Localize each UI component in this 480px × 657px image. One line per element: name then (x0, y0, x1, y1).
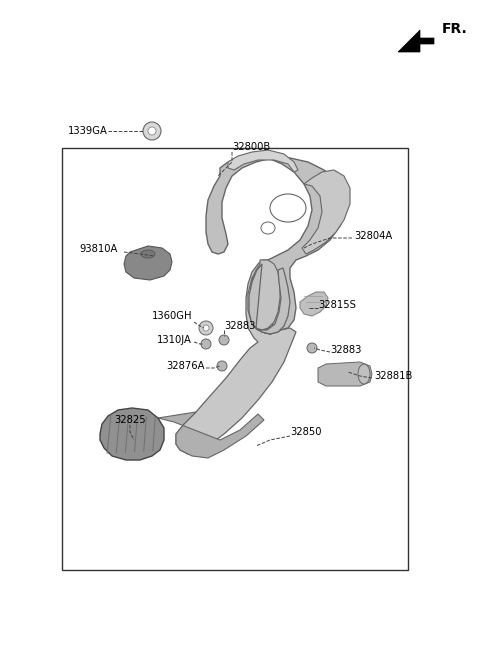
Text: 1360GH: 1360GH (152, 311, 192, 321)
Circle shape (307, 343, 317, 353)
Text: 93810A: 93810A (80, 244, 118, 254)
Circle shape (219, 335, 229, 345)
Polygon shape (300, 292, 328, 316)
Text: 1310JA: 1310JA (157, 335, 192, 345)
Text: 1339GA: 1339GA (68, 126, 108, 136)
Circle shape (199, 321, 213, 335)
Ellipse shape (261, 222, 275, 234)
Polygon shape (228, 150, 298, 172)
Polygon shape (100, 408, 164, 460)
Polygon shape (176, 260, 296, 454)
Polygon shape (398, 30, 434, 52)
Polygon shape (124, 246, 172, 280)
Polygon shape (302, 170, 350, 254)
Text: 32881B: 32881B (374, 371, 412, 381)
Polygon shape (249, 264, 290, 334)
Circle shape (148, 127, 156, 135)
Text: FR.: FR. (442, 22, 468, 36)
Circle shape (203, 325, 209, 331)
Text: 32883: 32883 (330, 345, 361, 355)
Circle shape (143, 122, 161, 140)
Polygon shape (158, 412, 264, 458)
Text: 32825: 32825 (114, 415, 146, 425)
Ellipse shape (358, 364, 370, 384)
Text: 32800B: 32800B (232, 142, 270, 152)
Circle shape (217, 361, 227, 371)
Polygon shape (318, 362, 372, 386)
Text: 32815S: 32815S (318, 300, 356, 310)
Ellipse shape (270, 194, 306, 222)
Circle shape (201, 339, 211, 349)
Polygon shape (206, 156, 346, 330)
Text: 32850: 32850 (290, 427, 322, 437)
Polygon shape (250, 260, 280, 330)
Text: 32804A: 32804A (354, 231, 392, 241)
Text: 32883: 32883 (224, 321, 255, 331)
Text: 32876A: 32876A (167, 361, 205, 371)
Bar (62, 148, 408, 570)
Ellipse shape (141, 250, 155, 258)
